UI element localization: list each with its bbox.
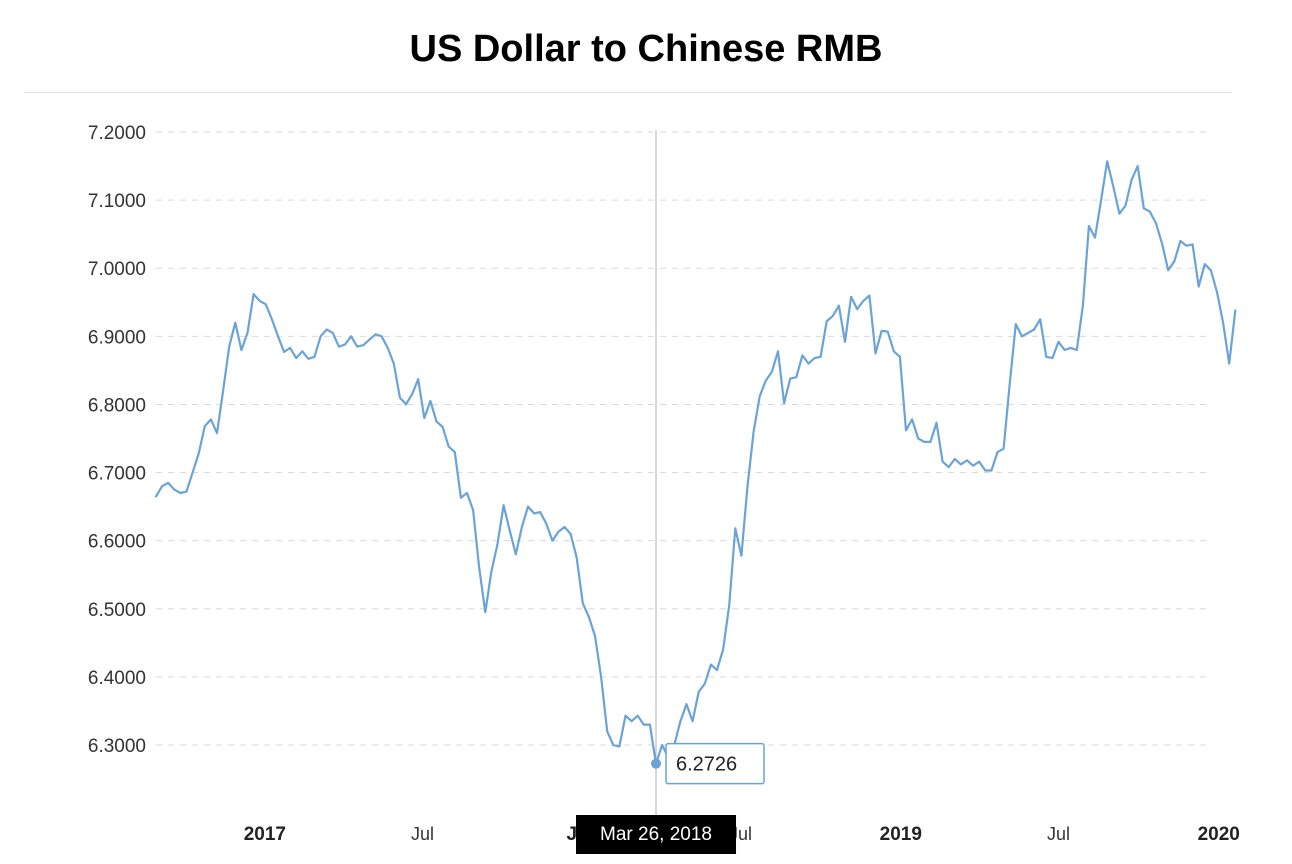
y-tick-label: 6.9000 bbox=[88, 327, 146, 348]
y-tick-label: 7.2000 bbox=[88, 123, 146, 144]
y-axis-labels: 7.2000 7.1000 7.0000 6.9000 6.8000 6.7000 6.60… bbox=[88, 123, 146, 757]
y-tick-label: 7.1000 bbox=[88, 191, 146, 212]
y-tick-label: 6.3000 bbox=[88, 736, 146, 757]
y-tick-label: 6.8000 bbox=[88, 395, 146, 416]
y-tick-label: 6.5000 bbox=[88, 600, 146, 621]
y-tick-label: 6.6000 bbox=[88, 532, 146, 553]
y-tick-label: 6.7000 bbox=[88, 464, 146, 485]
crosshair-date-label: Mar 26, 2018 bbox=[600, 824, 712, 845]
x-axis-labels: 2017JulJanJul2019Jul2020 bbox=[244, 824, 1240, 845]
series-line[interactable] bbox=[154, 160, 1237, 765]
x-tick-label: Jul bbox=[1047, 824, 1070, 844]
hover-point-marker[interactable] bbox=[651, 758, 662, 769]
tooltip-box bbox=[665, 742, 765, 785]
y-tick-label: 7.0000 bbox=[88, 259, 146, 280]
tooltip-value: 6.2726 bbox=[676, 754, 737, 776]
x-tick-label: 2019 bbox=[880, 824, 922, 845]
y-tick-label: 6.4000 bbox=[88, 668, 146, 689]
crosshair-date-box bbox=[576, 815, 737, 854]
x-tick-label: Jul bbox=[411, 824, 434, 844]
title-divider bbox=[24, 92, 1232, 93]
series-points bbox=[155, 161, 1236, 764]
x-tick-label: 2020 bbox=[1198, 824, 1240, 845]
gridlines bbox=[156, 131, 1212, 746]
chart-title: US Dollar to Chinese RMB bbox=[409, 28, 883, 70]
x-tick-label: 2017 bbox=[244, 824, 286, 845]
